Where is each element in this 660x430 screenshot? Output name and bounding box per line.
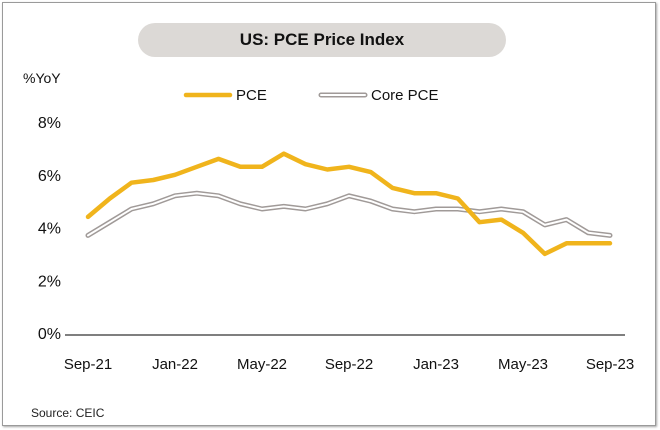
x-tick-label: Sep-22 — [325, 356, 373, 373]
x-tick-label: Sep-21 — [64, 356, 112, 373]
source-note: Source: CEIC — [31, 406, 105, 420]
legend: PCE Core PCE — [183, 87, 439, 104]
chart-title: US: PCE Price Index — [138, 23, 506, 57]
y-axis-label: %YoY — [23, 70, 61, 86]
x-tick-label: Jan-23 — [413, 356, 459, 373]
legend-label: PCE — [236, 87, 267, 104]
series-lines — [85, 151, 613, 257]
series-line-core-pce — [87, 192, 611, 237]
y-tick-labels: 0% 2% 4% 6% 8% — [38, 115, 61, 343]
x-tick-label: May-23 — [498, 356, 548, 373]
y-tick-label: 0% — [38, 326, 61, 343]
y-tick-label: 2% — [38, 273, 61, 290]
x-tick-label: Jan-22 — [152, 356, 198, 373]
y-tick-label: 6% — [38, 168, 61, 185]
series-line-pce — [85, 151, 613, 257]
legend-label: Core PCE — [371, 87, 439, 104]
chart-svg: %YoY PCE Core PCE 0% 2% 4% 6% 8% Sep-21 Jan-22… — [23, 70, 634, 373]
x-tick-label: Sep-23 — [586, 356, 634, 373]
y-tick-label: 4% — [38, 221, 61, 238]
chart-frame: US: PCE Price Index %YoY PCE Core PCE 0% 2… — [2, 2, 656, 426]
y-tick-label: 8% — [38, 115, 61, 132]
x-tick-labels: Sep-21 Jan-22 May-22 Sep-22 Jan-23 May-23 Sep-… — [64, 356, 634, 373]
x-tick-label: May-22 — [237, 356, 287, 373]
